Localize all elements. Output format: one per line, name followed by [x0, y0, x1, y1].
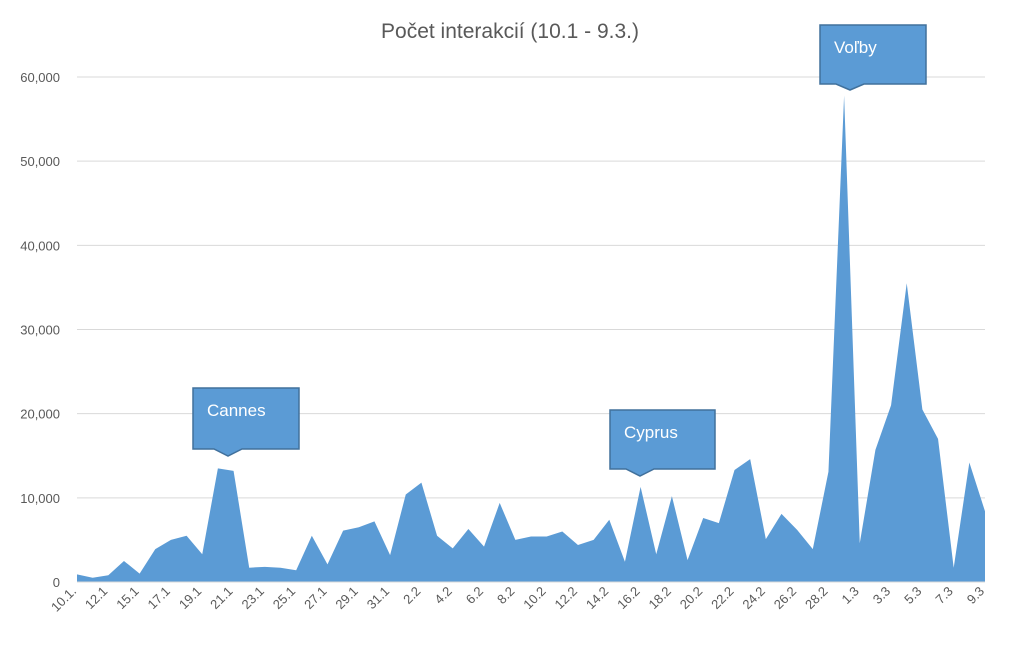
- annotation: Cyprus: [624, 423, 678, 442]
- x-tick-label: 17.1: [145, 584, 174, 613]
- x-tick-label: 6.2: [463, 584, 486, 607]
- y-tick-label: 30,000: [20, 323, 60, 338]
- x-tick-label: 26.2: [771, 584, 800, 613]
- y-tick-label: 0: [53, 575, 60, 590]
- area: [77, 95, 985, 583]
- callout: [819, 24, 927, 91]
- x-tick-label: 18.2: [646, 584, 675, 613]
- y-tick-label: 50,000: [20, 154, 60, 169]
- x-tick-label: 1.3: [838, 584, 861, 607]
- x-tick-label: 21.1: [207, 584, 236, 613]
- x-tick-label: 16.2: [614, 584, 643, 613]
- callout: [192, 387, 300, 457]
- x-tick-label: 9.3: [964, 584, 987, 607]
- y-tick-label: 20,000: [20, 407, 60, 422]
- x-tick-label: 31.1: [364, 584, 393, 613]
- y-tick-label: 10,000: [20, 491, 60, 506]
- x-tick-label: 15.1: [113, 584, 142, 613]
- x-tick-label: 4.2: [431, 584, 454, 607]
- x-tick-label: 25.1: [270, 584, 299, 613]
- x-tick-label: 19.1: [176, 584, 205, 613]
- x-tick-label: 7.3: [932, 584, 955, 607]
- x-tick-label: 12.2: [552, 584, 581, 613]
- x-tick-label: 10.2: [520, 584, 549, 613]
- x-tick-label: 28.2: [802, 584, 831, 613]
- chart-title: Počet interakcií (10.1 - 9.3.): [381, 20, 639, 43]
- callout: [609, 409, 716, 477]
- x-tick-label: 3.3: [870, 584, 893, 607]
- x-tick-label: 14.2: [583, 584, 612, 613]
- x-tick-label: 24.2: [739, 584, 768, 613]
- annotation: Cannes: [207, 401, 266, 420]
- x-tick-label: 23.1: [238, 584, 267, 613]
- x-tick-label: 12.1: [82, 584, 111, 613]
- annotation: Voľby: [834, 38, 877, 57]
- x-tick-label: 29.1: [332, 584, 361, 613]
- x-tick-label: 2.2: [400, 584, 423, 607]
- y-tick-label: 40,000: [20, 238, 60, 253]
- x-tick-label: 8.2: [494, 584, 517, 607]
- x-tick-label: 27.1: [301, 584, 330, 613]
- x-tick-label: 22.2: [708, 584, 737, 613]
- x-tick-label: 5.3: [901, 584, 924, 607]
- y-tick-label: 60,000: [20, 70, 60, 85]
- x-tick-label: 20.2: [677, 584, 706, 613]
